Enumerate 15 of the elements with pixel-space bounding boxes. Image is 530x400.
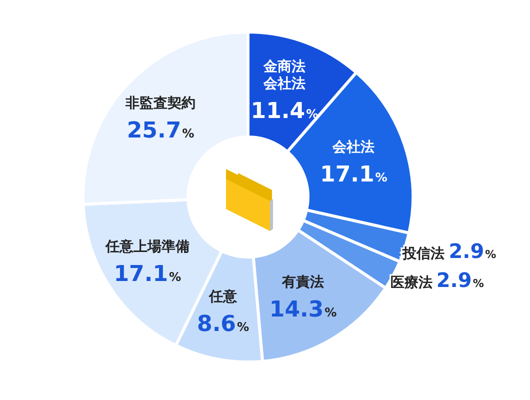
data-label: 25.7% [126, 118, 194, 144]
data-label: 2.9% [436, 268, 484, 292]
slice-label: 任意 [208, 288, 238, 306]
slice-label: 会社法 [332, 139, 375, 156]
data-label: 17.1% [320, 162, 388, 188]
slice-label: 投信法 [402, 246, 445, 262]
data-label: 2.9% [448, 238, 496, 263]
data-label: 14.3% [269, 298, 337, 323]
data-label: 17.1% [114, 262, 182, 287]
slice-label: 医療法 [390, 274, 432, 291]
data-label: 8.6% [197, 312, 250, 338]
slice-label: 非監査契約 [124, 96, 196, 112]
slice-label: 任意上場準備 [104, 238, 190, 255]
slice-label: 金商法会社法 [262, 58, 306, 92]
slice-label: 有責法 [281, 274, 324, 291]
